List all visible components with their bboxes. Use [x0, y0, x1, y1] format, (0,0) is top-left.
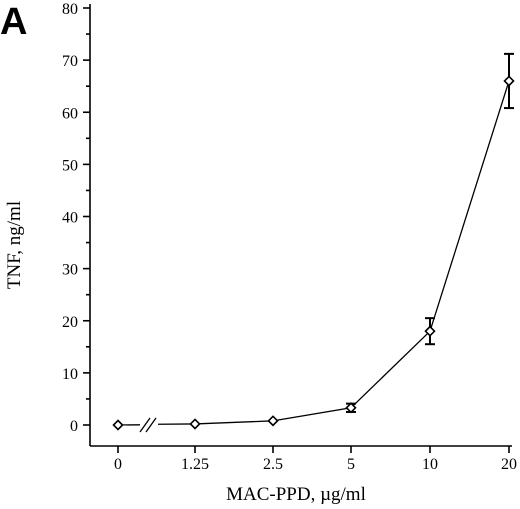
y-tick-label: 60: [62, 105, 78, 122]
data-point: [267, 415, 279, 427]
x-tick-label: 1.25: [181, 456, 209, 473]
axis-break-mark: [145, 417, 157, 433]
data-point: [189, 418, 201, 430]
y-axis-title: TNF, ng/ml: [4, 201, 25, 289]
y-tick-label: 10: [62, 366, 78, 383]
y-tick-label: 50: [62, 157, 78, 174]
axis-break-mark: [139, 417, 151, 433]
x-tick-label: 2.5: [263, 456, 283, 473]
y-tick-label: 70: [62, 53, 78, 70]
x-tick-label: 0: [114, 456, 122, 473]
x-tick-label: 5: [347, 456, 355, 473]
axes: [89, 4, 512, 447]
data-point: [112, 419, 124, 431]
x-tick-label: 10: [422, 456, 438, 473]
y-tick-label: 30: [62, 262, 78, 279]
x-tick-label: 20: [501, 456, 517, 473]
y-tick-label: 80: [62, 1, 78, 18]
y-tick-label: 20: [62, 314, 78, 331]
x-axis-title: MAC-PPD, µg/ml: [226, 484, 366, 505]
data-marks: [112, 52, 515, 433]
y-tick-label: 40: [62, 210, 78, 227]
y-axis-ticks: 0 10 20 30 40 50 60 70 80: [62, 1, 90, 435]
panel-label: A: [0, 1, 27, 43]
data-point: [345, 402, 357, 414]
x-axis-ticks: 0 1.25 2.5 5 10 20: [114, 446, 517, 473]
data-point: [503, 75, 515, 87]
y-tick-label: 0: [70, 418, 78, 435]
series-line: [194, 80, 510, 425]
data-point: [424, 325, 436, 337]
